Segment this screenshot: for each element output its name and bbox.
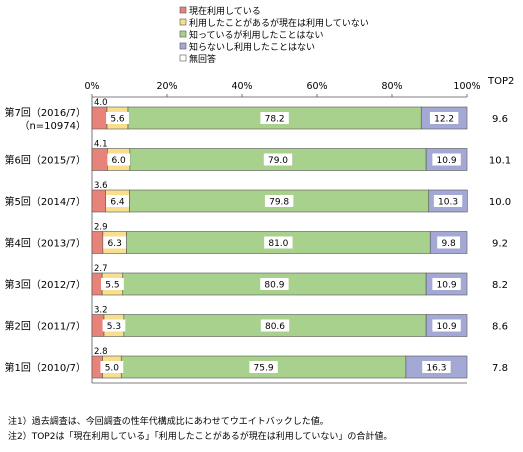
legend-swatch-4 — [179, 54, 187, 62]
data-label-bg — [106, 112, 129, 124]
data-label: 79.0 — [268, 156, 288, 166]
data-label-bg — [264, 195, 294, 207]
category-label: 第5回（2014/7） — [4, 195, 86, 208]
bar-segment — [91, 272, 103, 296]
data-label: 2.8 — [94, 347, 108, 357]
x-tick-label: 20% — [156, 81, 177, 92]
data-label-bg — [102, 319, 126, 332]
top2-value: 9.6 — [492, 114, 508, 125]
legend-swatch-1 — [179, 18, 187, 26]
data-label: 78.2 — [265, 115, 285, 125]
data-label-bg — [264, 236, 293, 249]
data-label-bg — [100, 361, 124, 373]
data-label: 80.9 — [264, 281, 284, 291]
note-2: 注2）TOP2は「現在利用している」「利用したことがあるが現在は利用していない」… — [8, 430, 392, 442]
data-label: 9.8 — [441, 239, 456, 249]
category-label: 第7回（2016/7） — [4, 106, 86, 119]
top2-value: 7.8 — [492, 363, 508, 374]
x-tick-label: 60% — [306, 81, 327, 92]
top2-value: 10.1 — [489, 156, 511, 167]
data-label: 10.9 — [437, 156, 457, 166]
legend-label-4: 無回答 — [189, 53, 216, 65]
legend: 現在利用している 利用したことがあるが現在は利用していない 知っているが利用した… — [179, 5, 369, 65]
data-label-bg — [437, 236, 461, 249]
bar-segment — [91, 314, 105, 337]
data-label: 5.6 — [110, 115, 125, 125]
data-label-bg — [260, 278, 289, 290]
data-label-bg — [433, 195, 463, 207]
data-label-bg — [432, 278, 461, 290]
data-label-bg — [429, 112, 459, 124]
legend-label-0: 現在利用している — [189, 5, 261, 17]
data-label: 2.9 — [94, 223, 108, 233]
data-label: 5.5 — [105, 281, 119, 291]
top2-value: 9.2 — [492, 239, 508, 250]
data-label-bg — [432, 153, 461, 166]
data-label: 12.2 — [434, 115, 454, 125]
note-1: 注1）過去調査は、今回調査の性年代構成比にあわせてウエイトバックした値。 — [8, 415, 329, 427]
category-sublabel: （n=10974） — [19, 120, 86, 132]
top2-value: 8.6 — [492, 322, 508, 333]
data-label-bg — [260, 112, 289, 124]
legend-label-2: 知っているが利用したことはない — [189, 29, 324, 41]
top2-value: 8.2 — [492, 280, 508, 291]
legend-label-1: 利用したことがあるが現在は利用していない — [189, 17, 369, 29]
x-tick-label: 0% — [84, 81, 99, 92]
data-label: 16.3 — [426, 364, 446, 374]
data-label: 6.4 — [110, 198, 125, 208]
data-label-bg — [263, 153, 293, 166]
data-label-bg — [103, 236, 127, 249]
top2-header: TOP2 — [487, 76, 514, 87]
data-label: 75.9 — [254, 364, 274, 374]
x-tick-label: 40% — [231, 81, 252, 92]
bar-segment — [91, 231, 104, 254]
x-tick-label: 100% — [453, 81, 480, 92]
top2-value: 10.0 — [489, 197, 511, 208]
labels: 第7回（2016/7）（n=10974） 4.05.6 78.2 12.2 9.6 第6回… — [4, 98, 511, 374]
data-label-bg — [422, 361, 451, 373]
data-label: 10.9 — [437, 322, 457, 332]
data-label-bg — [249, 361, 278, 373]
data-label-bg — [432, 319, 461, 332]
data-label: 10.9 — [437, 281, 457, 291]
data-label-bg — [107, 153, 131, 166]
data-label: 5.0 — [105, 364, 120, 374]
bar-segment — [91, 189, 106, 213]
legend-label-3: 知らないし利用したことはない — [189, 41, 315, 53]
data-label-bg — [106, 195, 129, 207]
data-label: 2.7 — [94, 264, 108, 274]
data-label: 10.3 — [438, 198, 458, 208]
category-label: 第4回（2013/7） — [4, 237, 86, 250]
data-label: 3.6 — [94, 181, 108, 191]
data-label-bg — [260, 319, 290, 332]
category-label: 第6回（2015/7） — [4, 154, 86, 167]
data-label-bg — [101, 278, 124, 290]
bar-segment — [91, 106, 108, 130]
category-label: 第1回（2010/7） — [4, 361, 86, 374]
data-label: 5.3 — [107, 322, 121, 332]
data-label: 79.8 — [269, 198, 289, 208]
legend-swatch-2 — [179, 30, 187, 38]
data-label: 6.3 — [108, 239, 122, 249]
x-tick-label: 80% — [381, 81, 402, 92]
data-label: 80.6 — [265, 322, 285, 332]
category-label: 第2回（2011/7） — [4, 320, 86, 333]
data-label: 4.1 — [94, 140, 108, 150]
bar-segment — [91, 148, 108, 171]
data-label: 6.0 — [111, 156, 126, 166]
data-label: 3.2 — [94, 306, 108, 316]
data-label: 81.0 — [268, 239, 288, 249]
legend-swatch-0 — [179, 6, 187, 14]
legend-swatch-3 — [179, 42, 187, 50]
data-label: 4.0 — [94, 98, 108, 108]
category-label: 第3回（2012/7） — [4, 278, 86, 291]
